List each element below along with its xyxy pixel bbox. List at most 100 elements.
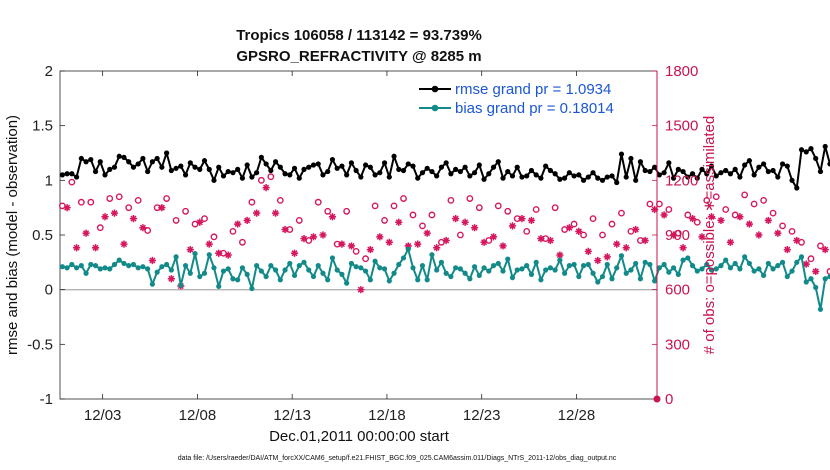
rmse-data-point bbox=[694, 175, 700, 181]
bias-data-point bbox=[708, 267, 715, 273]
possible-obs-marker bbox=[343, 207, 351, 215]
assimilated-obs-marker bbox=[129, 215, 138, 223]
rmse-data-point bbox=[102, 172, 108, 178]
rmse-data-point bbox=[220, 173, 227, 179]
rmse-data-point bbox=[419, 170, 426, 176]
rmse-data-point bbox=[192, 164, 198, 170]
possible-obs-marker bbox=[267, 173, 275, 181]
bias-data-point bbox=[467, 276, 473, 282]
bias-data-point bbox=[140, 264, 146, 270]
rmse-data-point bbox=[277, 164, 283, 170]
assimilated-obs-marker bbox=[632, 225, 640, 234]
possible-obs-marker bbox=[608, 220, 616, 228]
bias-data-point bbox=[689, 263, 696, 269]
possible-obs-marker bbox=[504, 207, 512, 215]
bias-data-point bbox=[453, 265, 459, 271]
y2-tick-label: 0 bbox=[665, 391, 673, 408]
assimilated-obs-marker bbox=[461, 218, 469, 226]
bias-data-point bbox=[471, 264, 478, 270]
possible-obs-marker bbox=[466, 195, 474, 202]
rmse-data-point bbox=[656, 172, 662, 178]
bias-data-point bbox=[637, 276, 644, 282]
assimilated-obs-marker bbox=[707, 213, 716, 221]
bias-data-point bbox=[803, 279, 809, 285]
assimilated-obs-marker bbox=[480, 238, 488, 246]
bias-data-point bbox=[789, 268, 795, 274]
possible-obs-marker bbox=[580, 231, 587, 239]
rmse-data-point bbox=[604, 174, 610, 180]
bias-data-point bbox=[135, 265, 141, 271]
bias-data-point bbox=[424, 277, 430, 283]
rmse-data-point bbox=[817, 168, 824, 175]
assimilated-obs-marker bbox=[793, 236, 801, 245]
rmse-data-point bbox=[514, 164, 520, 170]
bias-data-point bbox=[713, 266, 719, 272]
assimilated-obs-marker bbox=[338, 240, 346, 248]
bias-data-point bbox=[443, 270, 449, 276]
rmse-data-point bbox=[173, 165, 179, 171]
y2-axis-label: # of obs: o=possible; ∗=assimilated bbox=[701, 116, 718, 355]
y-tick-label: 1 bbox=[45, 172, 53, 189]
rmse-data-point bbox=[197, 166, 203, 172]
y2-tick-label: 1200 bbox=[665, 172, 698, 189]
possible-obs-marker bbox=[257, 176, 265, 184]
rmse-data-point bbox=[92, 168, 99, 175]
rmse-data-point bbox=[661, 170, 667, 176]
rmse-data-point bbox=[211, 177, 217, 183]
assimilated-obs-marker bbox=[679, 244, 687, 252]
possible-obs-marker bbox=[788, 227, 796, 235]
rmse-data-point bbox=[827, 161, 830, 167]
rmse-data-point bbox=[424, 165, 430, 171]
possible-obs-marker bbox=[419, 222, 426, 230]
data-file-footer: data file: /Users/raeder/DAI/ATM_forcXX/… bbox=[178, 455, 617, 462]
rmse-data-point bbox=[509, 173, 516, 179]
bias-data-point bbox=[756, 266, 762, 272]
bias-data-point bbox=[656, 265, 662, 271]
rmse-data-point bbox=[111, 164, 118, 170]
bias-data-point bbox=[448, 273, 454, 280]
possible-obs-marker bbox=[532, 206, 540, 213]
bias-data-point bbox=[699, 266, 705, 272]
bias-data-point bbox=[808, 276, 814, 282]
rmse-data-point bbox=[164, 150, 170, 156]
rmse-data-point bbox=[353, 167, 359, 174]
rmse-data-point bbox=[282, 171, 288, 177]
y2-tick-label: 900 bbox=[665, 227, 690, 244]
rmse-data-point bbox=[306, 164, 312, 170]
possible-obs-marker bbox=[523, 227, 531, 235]
bias-data-point bbox=[254, 263, 260, 269]
bias-data-point bbox=[761, 272, 767, 279]
assimilated-obs-marker bbox=[575, 227, 583, 235]
assimilated-obs-marker bbox=[91, 244, 100, 252]
assimilated-obs-marker bbox=[442, 236, 450, 245]
rmse-data-point bbox=[670, 175, 677, 181]
legend-bias-marker bbox=[431, 104, 439, 112]
rmse-data-point bbox=[528, 167, 535, 174]
bias-data-point bbox=[320, 270, 326, 276]
bias-data-point bbox=[524, 263, 530, 269]
rmse-data-point bbox=[562, 175, 568, 181]
possible-obs-marker bbox=[712, 193, 720, 201]
assimilated-obs-marker bbox=[537, 235, 545, 243]
assimilated-obs-marker bbox=[470, 224, 479, 232]
possible-obs-marker bbox=[295, 217, 303, 224]
bias-data-point bbox=[543, 267, 549, 273]
y2-tick-label: 600 bbox=[665, 282, 690, 299]
bias-data-point bbox=[258, 268, 264, 274]
rmse-data-point bbox=[689, 171, 696, 177]
rmse-data-point bbox=[784, 163, 790, 169]
bias-data-point bbox=[481, 265, 487, 271]
assimilated-obs-marker bbox=[139, 224, 147, 232]
assimilated-obs-marker bbox=[527, 216, 536, 225]
bias-data-point bbox=[287, 260, 293, 267]
rmse-data-point bbox=[88, 156, 94, 163]
rmse-data-point bbox=[585, 174, 591, 180]
possible-obs-marker bbox=[210, 233, 218, 241]
bias-data-point bbox=[277, 277, 283, 283]
rmse-data-point bbox=[64, 171, 70, 177]
bias-data-point bbox=[552, 267, 558, 273]
chart-title: Tropics 106058 / 113142 = 93.739% bbox=[236, 27, 482, 44]
bias-data-point bbox=[145, 266, 151, 272]
assimilated-obs-marker bbox=[812, 267, 820, 276]
rmse-data-point bbox=[756, 164, 762, 170]
